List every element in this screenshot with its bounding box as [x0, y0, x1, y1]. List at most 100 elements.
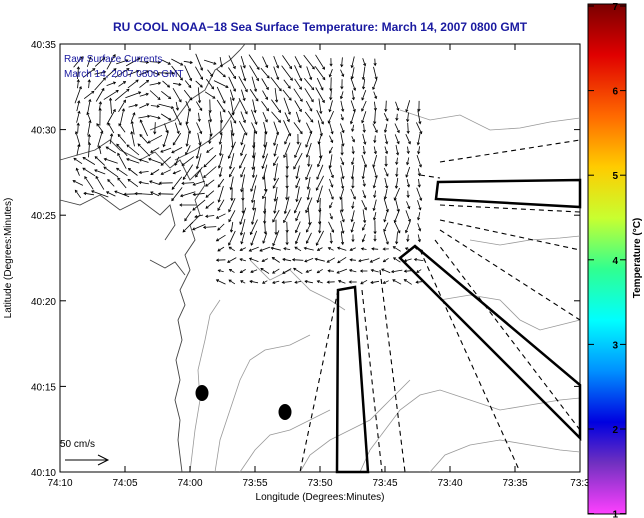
- current-arrow: [306, 142, 312, 158]
- current-arrow: [308, 155, 310, 167]
- current-arrow-head: [394, 185, 399, 189]
- current-arrow: [384, 146, 388, 154]
- current-arrow-head: [195, 155, 199, 160]
- current-arrow-head: [363, 195, 367, 199]
- colorbar-tick-label: 3: [612, 340, 618, 351]
- current-arrow: [262, 90, 268, 100]
- current-arrow-head: [326, 280, 330, 284]
- current-arrow-head: [304, 280, 308, 284]
- current-arrow-head: [192, 192, 196, 197]
- current-arrow-head: [373, 140, 377, 144]
- current-arrow-head: [83, 191, 87, 196]
- current-arrow: [74, 189, 82, 199]
- current-arrow: [371, 248, 379, 250]
- current-arrow-head: [261, 155, 266, 159]
- current-arrow: [317, 280, 323, 284]
- current-arrow: [283, 97, 291, 115]
- current-arrow-head: [232, 65, 236, 70]
- bathymetry-contours: [189, 109, 581, 473]
- current-arrow-head: [138, 158, 143, 162]
- buoy-marker-1: [195, 385, 209, 401]
- current-arrow: [118, 99, 126, 113]
- current-arrow: [407, 122, 409, 134]
- current-arrow-head: [265, 64, 269, 69]
- current-arrow-head: [273, 162, 277, 167]
- current-arrow-head: [256, 78, 259, 82]
- current-arrow-head: [243, 78, 247, 82]
- current-arrow: [383, 198, 389, 212]
- current-arrow-head: [248, 248, 252, 252]
- current-arrow: [109, 133, 113, 145]
- current-arrow-head: [192, 227, 196, 231]
- current-arrow-head: [283, 247, 287, 251]
- current-arrow-head: [230, 198, 234, 202]
- current-arrow: [251, 122, 257, 134]
- current-arrow-head: [74, 189, 78, 193]
- current-arrow: [260, 268, 270, 274]
- current-arrow: [76, 111, 80, 123]
- current-arrow: [273, 66, 279, 80]
- current-arrow-head: [336, 246, 341, 250]
- current-arrow: [374, 190, 376, 198]
- current-arrow: [217, 199, 225, 211]
- current-arrow-head: [242, 119, 246, 124]
- current-arrow: [405, 166, 411, 178]
- current-arrow: [295, 211, 301, 221]
- current-arrow: [329, 154, 333, 168]
- current-arrow: [283, 248, 291, 250]
- current-arrow-head: [217, 269, 221, 273]
- current-arrow: [205, 215, 215, 217]
- current-arrow-head: [306, 197, 310, 201]
- current-arrow: [262, 258, 268, 262]
- current-arrow-head: [374, 175, 378, 179]
- current-arrow-head: [100, 130, 104, 134]
- current-arrow-head: [353, 87, 357, 91]
- current-arrow-head: [385, 118, 389, 122]
- current-arrow: [274, 186, 278, 202]
- current-arrow: [395, 177, 399, 189]
- current-arrow: [195, 53, 203, 71]
- current-arrow-head: [219, 120, 224, 124]
- current-arrow: [205, 201, 215, 209]
- current-arrow: [218, 269, 224, 273]
- current-arrow-head: [327, 247, 331, 251]
- current-arrow-head: [101, 87, 105, 92]
- current-arrow: [241, 89, 245, 101]
- current-arrow-head: [77, 110, 81, 114]
- current-arrow: [416, 281, 422, 283]
- current-arrow-head: [156, 72, 161, 76]
- current-arrow: [351, 67, 355, 79]
- current-arrow-head: [239, 232, 243, 236]
- current-arrow-head: [102, 77, 106, 81]
- current-arrow-head: [316, 280, 320, 284]
- current-arrow: [303, 78, 315, 90]
- current-arrow: [175, 101, 179, 111]
- current-arrow-head: [138, 170, 142, 174]
- current-arrow-head: [249, 231, 253, 236]
- current-arrow-head: [127, 178, 131, 182]
- current-arrow: [185, 145, 191, 155]
- current-arrow-head: [215, 258, 219, 262]
- y-tick-label: 40:10: [31, 468, 56, 479]
- current-arrow-head: [240, 142, 244, 146]
- current-arrow-head: [330, 184, 334, 188]
- buoy-marker-2: [278, 404, 292, 420]
- current-arrow: [329, 178, 333, 188]
- current-arrow-head: [277, 119, 281, 123]
- current-arrow-head: [103, 157, 107, 161]
- current-arrow-head: [361, 176, 365, 180]
- current-arrow: [304, 111, 314, 123]
- current-arrow-head: [341, 162, 345, 166]
- current-arrow: [229, 167, 235, 177]
- current-arrow-head: [349, 121, 354, 125]
- current-arrow-head: [406, 130, 410, 134]
- current-arrow-head: [294, 246, 298, 250]
- current-arrow-head: [321, 100, 325, 104]
- current-arrow-head: [328, 109, 332, 113]
- current-arrow: [350, 110, 356, 124]
- current-arrow-head: [134, 191, 138, 196]
- current-arrow: [164, 123, 168, 133]
- current-arrow: [272, 268, 280, 274]
- current-arrow: [417, 133, 421, 145]
- current-arrow: [198, 112, 200, 122]
